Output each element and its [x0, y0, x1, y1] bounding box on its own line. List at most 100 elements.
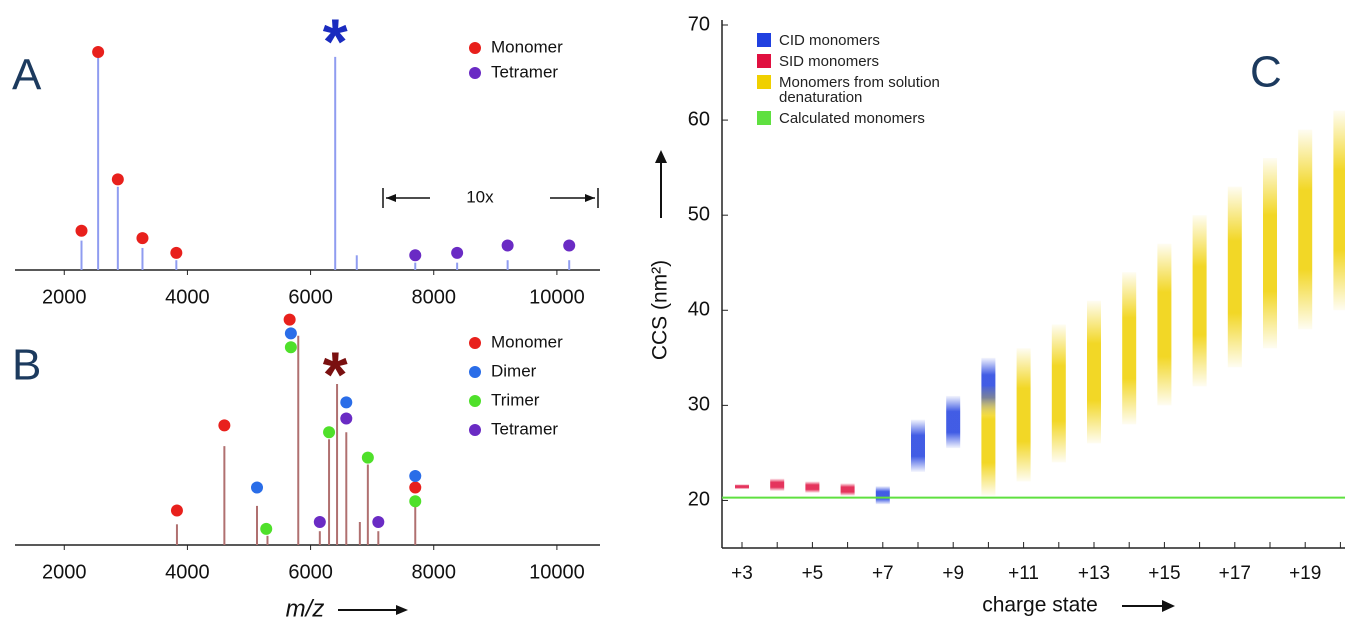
legend-marker [469, 424, 481, 436]
range-bar [1016, 348, 1031, 482]
y-tick-label: 40 [688, 299, 710, 321]
legend-label: Dimer [491, 361, 537, 380]
legend-item: SID monomers [757, 54, 957, 69]
x-tick-label: 8000 [411, 286, 456, 308]
legend-swatch [757, 33, 771, 47]
y-tick-label: 60 [688, 108, 710, 130]
x-tick-label: +5 [802, 563, 824, 584]
x-tick-label: +9 [942, 563, 964, 584]
marker [111, 173, 124, 186]
scale-note: 10x [466, 187, 494, 206]
x-tick-label: 2000 [42, 561, 87, 583]
range-bar [1051, 324, 1066, 463]
x-tick-label: 6000 [288, 286, 333, 308]
annotation: * [323, 5, 348, 77]
marker [409, 481, 422, 494]
x-tick-label: +19 [1289, 563, 1321, 584]
range-bar [981, 386, 996, 496]
x-tick-label: +15 [1148, 563, 1180, 584]
range-bar [840, 483, 855, 496]
bracket [386, 194, 396, 202]
legend-label: CID monomers [779, 32, 880, 49]
range-bar [1298, 129, 1313, 330]
marker [284, 327, 297, 340]
marker [451, 246, 464, 259]
marker [361, 451, 374, 464]
legend-marker [469, 395, 481, 407]
x-tick-label: +3 [731, 563, 753, 584]
legend-swatch [757, 54, 771, 68]
arrow-head [655, 150, 667, 163]
range-bar [1157, 243, 1172, 406]
legend-marker [469, 366, 481, 378]
marker [323, 426, 336, 439]
marker [372, 516, 385, 528]
y-axis-label: CCS (nm²) [649, 260, 672, 360]
range-bar [770, 478, 785, 491]
marker [75, 224, 88, 237]
x-tick-label: 4000 [165, 286, 210, 308]
range-bar [1227, 186, 1242, 368]
range-bar [911, 419, 925, 472]
marker [409, 470, 422, 482]
marker [409, 495, 422, 508]
legend-label: Tetramer [491, 419, 558, 438]
marker [170, 504, 183, 517]
y-tick-label: 50 [688, 203, 710, 225]
y-tick-label: 20 [688, 489, 710, 511]
range-bar [946, 395, 961, 449]
legend-label: Monomer [491, 37, 563, 56]
y-tick-label: 30 [688, 394, 710, 416]
x-tick-label: 8000 [411, 561, 456, 583]
x-axis-label: charge state [982, 594, 1098, 617]
legend-label: Calculated monomers [779, 110, 925, 127]
x-tick-label: +17 [1219, 563, 1251, 584]
legend-label: Tetramer [491, 62, 558, 81]
legend-item: Monomers from solution denaturation [757, 75, 957, 105]
legend-label: Monomers from solution denaturation [779, 74, 940, 106]
legend-label: Monomer [491, 332, 563, 351]
marker [283, 313, 296, 326]
marker [340, 412, 353, 425]
range-bar [875, 486, 890, 505]
x-tick-label: +11 [1008, 563, 1039, 584]
range-bar [1333, 110, 1345, 311]
marker [409, 249, 422, 262]
legend-marker [469, 67, 481, 79]
x-tick-label: 10000 [529, 561, 585, 583]
y-tick-label: 70 [688, 13, 710, 35]
range-bar [1122, 272, 1137, 425]
marker [92, 45, 105, 58]
range-bar [1263, 158, 1277, 349]
x-tick-label: +13 [1078, 563, 1110, 584]
marker [563, 239, 576, 252]
marker [136, 232, 149, 245]
legend-label: Trimer [491, 390, 540, 409]
panel-label: B [12, 341, 41, 390]
marker [260, 522, 273, 535]
arrow-head [1162, 600, 1175, 612]
marker [313, 516, 326, 528]
marker [218, 419, 231, 432]
legend-item: Calculated monomers [757, 111, 957, 126]
marker [340, 396, 353, 409]
legend-marker [469, 42, 481, 54]
legend-label: SID monomers [779, 53, 880, 70]
bracket [585, 194, 595, 202]
x-tick-label: +7 [872, 563, 894, 584]
x-tick-label: 6000 [288, 561, 333, 583]
legend-marker [469, 337, 481, 349]
legend-item: CID monomers [757, 33, 957, 48]
x-tick-label: 4000 [165, 561, 210, 583]
x-axis-label: m/z [286, 595, 325, 622]
legend-swatch [757, 111, 771, 125]
legend-swatch [757, 75, 771, 89]
range-bar [735, 484, 749, 490]
x-tick-label: 2000 [42, 286, 87, 308]
range-bar [805, 481, 820, 493]
panel-label: A [12, 51, 42, 100]
arrow-head [396, 605, 408, 615]
range-bar [1087, 300, 1101, 444]
